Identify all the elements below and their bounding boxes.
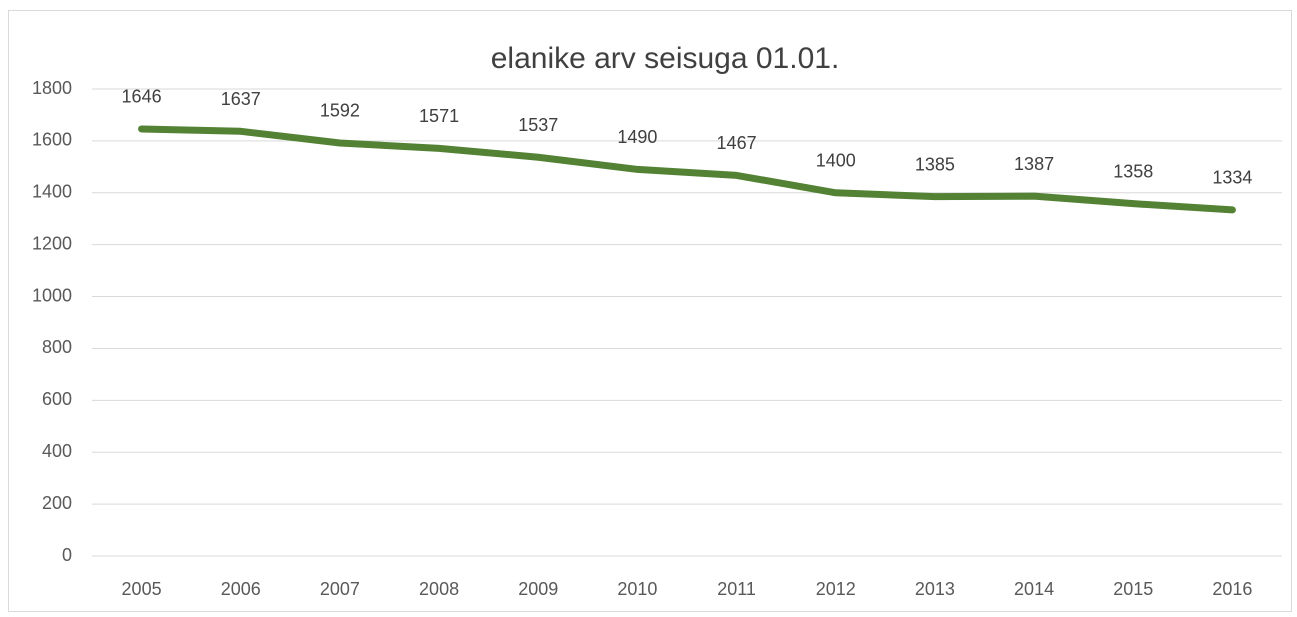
x-tick-label: 2016 — [1212, 579, 1252, 599]
x-tick-label: 2007 — [320, 579, 360, 599]
data-label: 1400 — [816, 151, 856, 171]
data-label: 1334 — [1212, 168, 1252, 188]
y-tick-label: 1600 — [32, 130, 72, 150]
line — [138, 125, 1236, 214]
data-label: 1637 — [221, 89, 261, 109]
x-tick-label: 2013 — [915, 579, 955, 599]
data-label: 1571 — [419, 106, 459, 126]
y-tick-label: 200 — [42, 493, 72, 513]
x-tick-label: 2012 — [816, 579, 856, 599]
y-tick-label: 1800 — [32, 78, 72, 98]
x-tick-label: 2006 — [221, 579, 261, 599]
data-label: 1385 — [915, 154, 955, 174]
x-tick-label: 2009 — [518, 579, 558, 599]
y-tick-label: 800 — [42, 337, 72, 357]
data-label: 1467 — [717, 133, 757, 153]
x-tick-label: 2015 — [1113, 579, 1153, 599]
y-tick-label: 1400 — [32, 182, 72, 202]
y-tick-label: 600 — [42, 389, 72, 409]
y-tick-label: 1000 — [32, 285, 72, 305]
y-tick-label: 0 — [62, 545, 72, 565]
data-label: 1490 — [617, 127, 657, 147]
data-label: 1537 — [518, 115, 558, 135]
x-tick-label: 2005 — [122, 579, 162, 599]
x-tick-label: 2011 — [717, 579, 756, 599]
chart-title: elanike arv seisuga 01.01. — [491, 42, 840, 75]
x-tick-label: 2008 — [419, 579, 459, 599]
data-label: 1387 — [1014, 154, 1054, 174]
y-tick-label: 1200 — [32, 233, 72, 253]
data-label: 1592 — [320, 101, 360, 121]
x-tick-label: 2014 — [1014, 579, 1054, 599]
x-tick-label: 2010 — [617, 579, 657, 599]
chart-frame — [8, 10, 1292, 612]
data-label: 1646 — [122, 87, 162, 107]
data-label: 1358 — [1113, 161, 1153, 181]
y-tick-label: 400 — [42, 441, 72, 461]
